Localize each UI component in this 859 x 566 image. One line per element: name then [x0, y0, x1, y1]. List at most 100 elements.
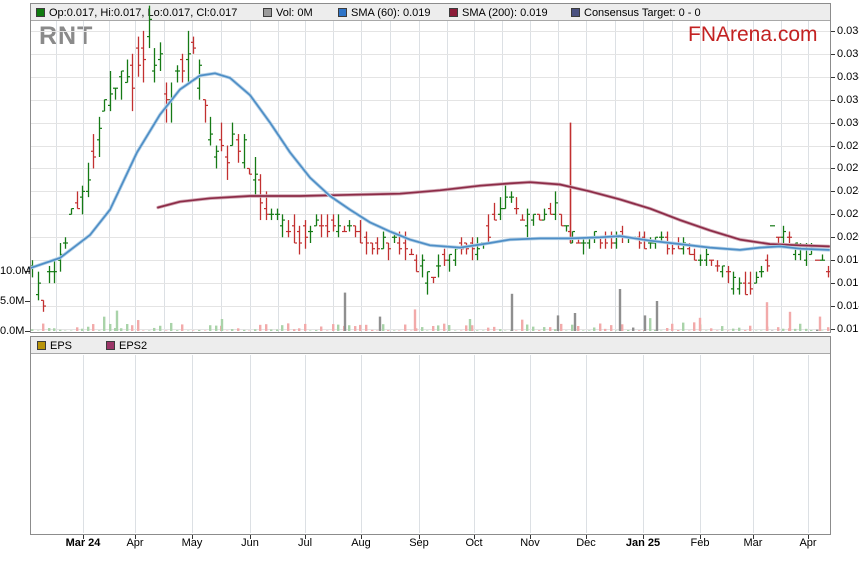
legend-item-eps2: EPS2	[106, 339, 147, 352]
volume-bar	[577, 326, 580, 331]
volume-bar	[499, 329, 502, 331]
top-legend-bar: Op:0.017, Hi:0.017, Lo:0.017, Cl:0.017 V…	[30, 3, 831, 21]
volume-bar	[371, 329, 374, 331]
volume-bar	[443, 323, 446, 331]
volume-bar	[53, 328, 56, 331]
volume-bar	[582, 330, 585, 331]
volume-bar	[744, 330, 747, 331]
price-tick-label: 0.022	[837, 207, 859, 220]
month-label: Aug	[351, 537, 371, 549]
volume-bar	[231, 329, 234, 331]
eps2-swatch-icon	[106, 341, 115, 350]
volume-bar	[92, 324, 95, 331]
volume-bar	[387, 330, 390, 331]
legend-item-volume: Vol: 0M	[263, 6, 313, 19]
volume-bar	[287, 323, 290, 331]
volume-bar	[209, 325, 212, 331]
volume-bar	[181, 324, 184, 331]
volume-bar	[543, 327, 546, 331]
month-label: Dec	[576, 537, 596, 549]
volume-bar	[359, 324, 362, 331]
price-tick-label: 0.024	[837, 184, 859, 197]
fnarena-brand-text: FNArena.com	[688, 23, 818, 46]
legend-item-sma60: SMA (60): 0.019	[338, 6, 431, 19]
volume-bar	[465, 325, 468, 331]
volume-spike-bar	[556, 315, 560, 331]
volume-bar	[237, 328, 240, 331]
volume-spike-bar	[510, 293, 514, 331]
volume-bar	[799, 323, 802, 331]
volume-bar	[126, 324, 129, 331]
volume-bar	[671, 323, 674, 331]
volume-spike-bar	[643, 315, 647, 331]
volume-bar	[159, 325, 162, 331]
legend-ohlc-label: Op:0.017, Hi:0.017, Lo:0.017, Cl:0.017	[49, 6, 238, 19]
price-tick-label: 0.028	[837, 139, 859, 152]
volume-bar	[298, 328, 301, 331]
main-panel-border	[30, 3, 831, 333]
volume-spike-bar	[378, 316, 382, 331]
volume-bar	[276, 329, 279, 331]
volume-bar	[471, 325, 474, 331]
volume-bar	[666, 328, 669, 331]
volume-bar	[738, 327, 741, 331]
volume-bar	[794, 328, 797, 331]
volume-bar	[192, 330, 195, 331]
volume-bar	[176, 330, 179, 331]
volume-bar	[421, 327, 424, 331]
volume-bar	[142, 330, 145, 331]
volume-bar	[526, 324, 529, 331]
volume-bar	[337, 324, 340, 331]
volume-bar	[131, 325, 134, 331]
volume-bar	[682, 322, 685, 331]
volume-bar	[315, 330, 318, 331]
volume-bar	[588, 330, 591, 331]
volume-bar	[716, 330, 719, 331]
sma200-swatch-icon	[449, 8, 458, 17]
price-tick-label: 0.026	[837, 161, 859, 174]
volume-bar	[293, 329, 296, 331]
month-label: Jul	[297, 537, 313, 549]
legend-eps2-label: EPS2	[119, 339, 148, 352]
legend-item-eps: EPS	[37, 339, 72, 352]
volume-bar	[382, 324, 385, 331]
legend-sma200-label: SMA (200): 0.019	[462, 6, 548, 19]
volume-tick-label: 0.0M	[0, 324, 25, 337]
price-tick-label: 0.020	[837, 230, 859, 243]
volume-bar	[109, 323, 112, 331]
volume-bar	[805, 328, 808, 331]
volume-bar	[365, 324, 368, 331]
ohlc-swatch-icon	[36, 8, 45, 17]
volume-bar	[31, 329, 34, 331]
price-tick-label: 0.038	[837, 24, 859, 37]
volume-bar	[198, 329, 201, 331]
volume-bar	[259, 324, 262, 331]
month-label: Apr	[126, 537, 144, 549]
month-label: Mar	[743, 537, 763, 549]
volume-bar	[448, 325, 451, 331]
price-tick-label: 0.030	[837, 116, 859, 129]
volume-bar	[810, 330, 813, 331]
legend-item-consensus-target: Consensus Target: 0 - 0	[571, 6, 701, 19]
volume-bar	[610, 325, 613, 331]
volume-bar	[721, 326, 724, 331]
volume-spike-bar	[468, 319, 472, 331]
sma60-swatch-icon	[338, 8, 347, 17]
volume-bar	[493, 326, 496, 331]
month-label: Nov	[520, 537, 540, 549]
month-label: Jun	[241, 537, 259, 549]
volume-bar	[404, 324, 407, 331]
volume-bar	[59, 329, 62, 331]
volume-spike-bar	[618, 289, 622, 331]
volume-spike-bar	[220, 319, 224, 331]
price-tick-label: 0.016	[837, 276, 859, 289]
volume-bar	[632, 327, 635, 331]
volume-spike-bar	[343, 292, 347, 331]
sma60-line	[29, 72, 830, 270]
volume-bar	[476, 330, 479, 331]
volume-bar	[393, 330, 396, 331]
volume-spike-bar	[698, 317, 702, 331]
month-label: May	[181, 537, 203, 549]
volume-bar	[204, 330, 207, 331]
volume-bar	[165, 330, 168, 331]
